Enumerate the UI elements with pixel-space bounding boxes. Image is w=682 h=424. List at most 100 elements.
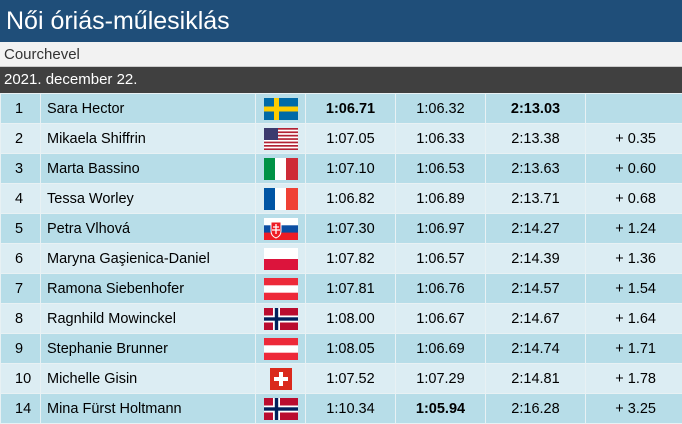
rank: 14 [0,393,41,424]
row: 1 Sara Hector 1:06.71 1:06.32 2:13.03 [0,93,682,124]
run1: 1:07.82 [305,243,396,274]
row: 5 Petra Vlhová 1:07.30 1:06.97 2:14.27 +… [0,213,682,244]
run2: 1:06.97 [395,213,486,244]
diff: + 0.68 [585,183,682,214]
flag-italy [263,157,298,180]
flag [255,273,306,304]
run2: 1:06.57 [395,243,486,274]
flag-norway [263,397,298,420]
total: 2:13.03 [485,93,586,124]
rank: 5 [0,213,41,244]
flag-switzerland [269,367,292,390]
total: 2:14.81 [485,363,586,394]
name: Stephanie Brunner [40,333,256,364]
flag [255,303,306,334]
total: 2:16.28 [485,393,586,424]
flag-slovakia [263,217,298,240]
total: 2:14.57 [485,273,586,304]
run2: 1:06.67 [395,303,486,334]
total: 2:14.67 [485,303,586,334]
flag [255,213,306,244]
run1: 1:07.05 [305,123,396,154]
name: Ramona Siebenhofer [40,273,256,304]
total: 2:13.71 [485,183,586,214]
run1: 1:07.30 [305,213,396,244]
row: 14 Mina Fürst Holtmann 1:10.34 1:05.94 2… [0,393,682,424]
rank: 6 [0,243,41,274]
flag-france [263,187,298,210]
rank: 8 [0,303,41,334]
rank: 1 [0,93,41,124]
flag-austria [263,337,298,360]
flag [255,393,306,424]
diff: + 1.71 [585,333,682,364]
flag-poland [263,247,298,270]
flag-austria [263,277,298,300]
diff: + 1.36 [585,243,682,274]
diff: + 1.54 [585,273,682,304]
rank: 3 [0,153,41,184]
row: 8 Ragnhild Mowinckel 1:08.00 1:06.67 2:1… [0,303,682,334]
run2: 1:06.89 [395,183,486,214]
diff: + 1.24 [585,213,682,244]
name: Marta Bassino [40,153,256,184]
flag [255,363,306,394]
total: 2:13.63 [485,153,586,184]
run1: 1:06.82 [305,183,396,214]
diff [585,93,682,124]
run1: 1:07.81 [305,273,396,304]
diff: + 0.35 [585,123,682,154]
flag-usa [263,127,298,150]
total: 2:14.39 [485,243,586,274]
name: Michelle Gisin [40,363,256,394]
row: 10 Michelle Gisin 1:07.52 1:07.29 2:14.8… [0,363,682,394]
run1: 1:08.00 [305,303,396,334]
flag [255,243,306,274]
name: Ragnhild Mowinckel [40,303,256,334]
run2: 1:05.94 [395,393,486,424]
name: Tessa Worley [40,183,256,214]
flag [255,93,306,124]
flag [255,153,306,184]
results-table: 1 Sara Hector 1:06.71 1:06.32 2:13.03 2 … [0,93,682,424]
total: 2:13.38 [485,123,586,154]
run2: 1:06.32 [395,93,486,124]
run2: 1:07.29 [395,363,486,394]
rank: 4 [0,183,41,214]
run1: 1:07.10 [305,153,396,184]
title: Női óriás-műlesiklás [0,0,682,42]
run2: 1:06.53 [395,153,486,184]
location: Courchevel [0,42,682,67]
run2: 1:06.33 [395,123,486,154]
rank: 9 [0,333,41,364]
rank: 2 [0,123,41,154]
row: 7 Ramona Siebenhofer 1:07.81 1:06.76 2:1… [0,273,682,304]
run1: 1:10.34 [305,393,396,424]
row: 6 Maryna Gaşienica-Daniel 1:07.82 1:06.5… [0,243,682,274]
name: Mikaela Shiffrin [40,123,256,154]
diff: + 0.60 [585,153,682,184]
row: 3 Marta Bassino 1:07.10 1:06.53 2:13.63 … [0,153,682,184]
date: 2021. december 22. [0,67,682,93]
total: 2:14.74 [485,333,586,364]
flag-norway [263,307,298,330]
rank: 10 [0,363,41,394]
name: Sara Hector [40,93,256,124]
run2: 1:06.69 [395,333,486,364]
row: 2 Mikaela Shiffrin 1:07.05 1:06.33 2:13.… [0,123,682,154]
flag [255,333,306,364]
diff: + 1.78 [585,363,682,394]
row: 9 Stephanie Brunner 1:08.05 1:06.69 2:14… [0,333,682,364]
total: 2:14.27 [485,213,586,244]
flag [255,123,306,154]
diff: + 3.25 [585,393,682,424]
run2: 1:06.76 [395,273,486,304]
name: Mina Fürst Holtmann [40,393,256,424]
run1: 1:06.71 [305,93,396,124]
row: 4 Tessa Worley 1:06.82 1:06.89 2:13.71 +… [0,183,682,214]
rank: 7 [0,273,41,304]
run1: 1:07.52 [305,363,396,394]
diff: + 1.64 [585,303,682,334]
run1: 1:08.05 [305,333,396,364]
